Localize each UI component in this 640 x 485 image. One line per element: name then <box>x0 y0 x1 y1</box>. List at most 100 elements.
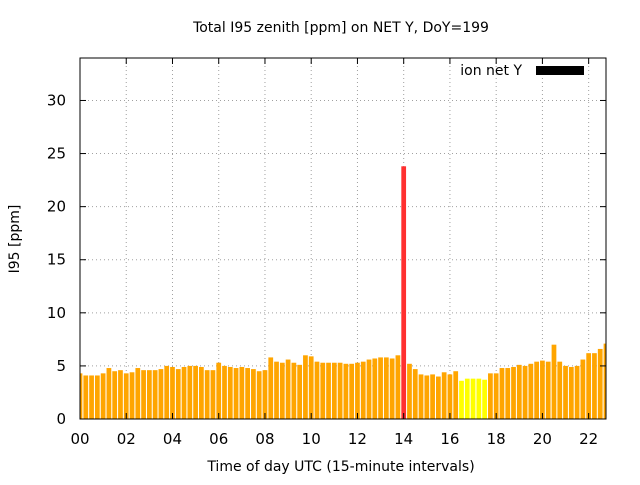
bar <box>603 343 606 419</box>
x-tick-label: 10 <box>302 430 321 448</box>
y-tick-label: 25 <box>47 145 66 163</box>
x-tick-label: 08 <box>255 430 274 448</box>
bar <box>586 353 592 419</box>
bar <box>383 357 389 419</box>
x-tick-label: 00 <box>70 430 89 448</box>
bar <box>355 362 360 419</box>
chart-title: Total I95 zenith [ppm] on NET Y, DoY=199 <box>192 20 489 36</box>
bar <box>314 361 320 419</box>
x-tick-label: 14 <box>394 430 413 448</box>
bar <box>164 365 170 419</box>
bar <box>89 375 94 419</box>
bar <box>94 375 100 419</box>
bar <box>320 362 326 419</box>
bar <box>372 358 378 419</box>
bar <box>141 370 146 419</box>
bar <box>245 368 250 419</box>
bar <box>158 369 164 419</box>
bar <box>476 378 482 419</box>
bar <box>436 376 441 419</box>
y-tick-label: 0 <box>56 410 66 428</box>
bar <box>563 365 568 419</box>
bar <box>331 362 337 419</box>
axis-ticks: 00 02 04 06 08 10 12 14 16 18 20 22 0 5 10 15 20 25 30 <box>47 58 606 448</box>
x-tick-label: 12 <box>348 430 367 448</box>
bar <box>505 368 511 419</box>
bar <box>407 363 412 419</box>
bar <box>453 371 459 419</box>
bar <box>204 370 210 419</box>
bar <box>268 357 274 419</box>
bar <box>430 374 435 419</box>
bar <box>401 166 407 419</box>
y-tick-label: 5 <box>56 357 66 375</box>
bar <box>551 344 557 419</box>
x-tick-label: 06 <box>209 430 228 448</box>
bar <box>464 378 470 419</box>
bar <box>274 361 279 419</box>
bar <box>326 362 331 419</box>
bar <box>118 370 123 419</box>
bar <box>256 371 262 419</box>
bar <box>262 370 268 419</box>
bar <box>528 363 534 419</box>
bar <box>297 364 303 419</box>
bar <box>123 373 129 419</box>
bar <box>100 373 106 419</box>
bar <box>424 375 430 419</box>
legend: ion net Y <box>460 63 584 79</box>
bar <box>285 359 291 419</box>
bar <box>216 362 222 419</box>
bar <box>459 380 464 419</box>
bar <box>343 363 349 419</box>
bar <box>447 374 453 419</box>
x-tick-label: 18 <box>487 430 506 448</box>
bar <box>193 365 198 419</box>
bar <box>493 373 499 419</box>
bar <box>545 361 551 419</box>
x-tick-label: 22 <box>579 430 598 448</box>
y-tick-label: 20 <box>47 198 66 216</box>
bar <box>516 364 522 419</box>
bar <box>482 379 487 419</box>
bar <box>181 366 187 419</box>
bar <box>199 366 204 419</box>
x-tick-label: 20 <box>533 430 552 448</box>
bar <box>175 369 181 419</box>
bar <box>233 368 239 419</box>
bar <box>470 378 476 419</box>
legend-swatch <box>536 66 584 75</box>
bar <box>251 369 256 419</box>
bar <box>360 361 366 419</box>
bar <box>239 366 245 419</box>
y-tick-label: 10 <box>47 304 66 322</box>
bar <box>135 368 141 419</box>
x-axis-label: Time of day UTC (15-minute intervals) <box>206 459 474 475</box>
bar <box>303 355 308 419</box>
bar <box>534 361 540 419</box>
y-axis-label: I95 [ppm] <box>7 205 23 274</box>
bar <box>146 370 152 419</box>
x-tick-label: 04 <box>163 430 182 448</box>
y-tick-label: 30 <box>47 91 66 109</box>
bar <box>395 355 401 419</box>
plot-frame <box>79 57 607 420</box>
bar <box>389 358 395 419</box>
bar <box>540 360 545 419</box>
legend-label: ion net Y <box>460 63 522 79</box>
bar-series <box>80 166 606 419</box>
bar <box>511 366 516 419</box>
x-tick-label: 16 <box>440 430 459 448</box>
bar <box>129 372 135 419</box>
bar <box>187 365 193 419</box>
bar <box>83 375 89 419</box>
bar <box>106 368 112 419</box>
bar <box>152 370 158 419</box>
bar <box>112 371 118 419</box>
bar <box>337 362 343 419</box>
bar <box>227 366 233 419</box>
bar <box>557 361 563 419</box>
bar <box>349 363 355 419</box>
